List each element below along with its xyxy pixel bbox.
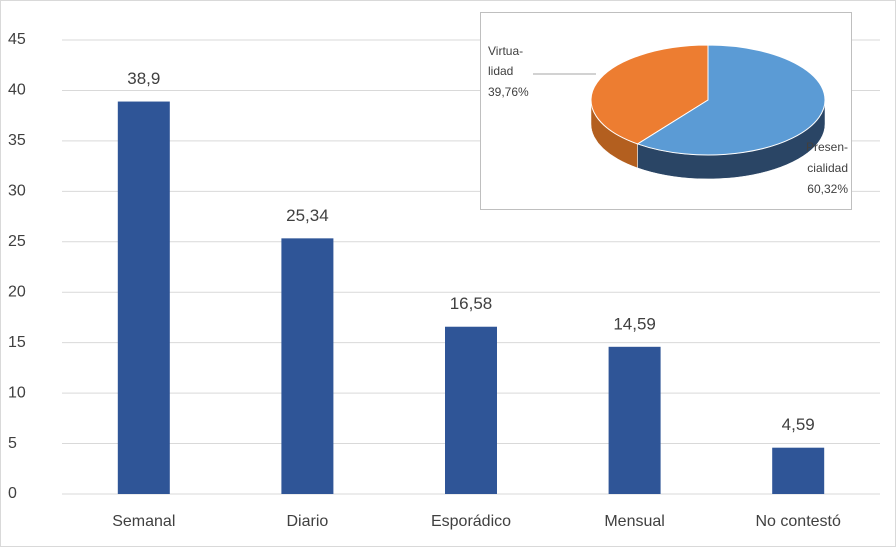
pie-value-label: 60,32% (807, 182, 848, 196)
pie-label: Presen- (806, 140, 848, 154)
x-tick-label: Mensual (604, 513, 664, 530)
x-tick-label: No contestó (756, 513, 841, 530)
y-tick-label: 0 (8, 485, 17, 502)
value-label: 4,59 (782, 415, 815, 434)
bar (281, 238, 334, 494)
y-tick-label: 45 (8, 31, 26, 48)
pie-value-label: 39,76% (488, 85, 529, 99)
pie-label: Virtua- (488, 44, 523, 58)
x-tick-label: Esporádico (431, 513, 511, 530)
bar (772, 447, 825, 494)
pie-label: cialidad (807, 161, 848, 175)
bar (608, 346, 661, 494)
y-tick-label: 30 (8, 183, 26, 200)
y-tick-label: 40 (8, 82, 26, 99)
value-label: 14,59 (613, 314, 656, 333)
y-tick-label: 5 (8, 435, 17, 452)
value-label: 38,9 (127, 69, 160, 88)
x-tick-label: Semanal (112, 513, 175, 530)
bar (445, 326, 497, 494)
x-tick-label: Diario (287, 513, 329, 530)
value-label: 25,34 (286, 206, 329, 225)
y-tick-label: 20 (8, 283, 26, 300)
y-tick-label: 10 (8, 384, 26, 401)
pie-slice (636, 44, 826, 156)
value-label: 16,58 (450, 294, 493, 313)
pie-label: lidad (488, 64, 513, 78)
bar (117, 101, 170, 494)
pie-slice (590, 44, 709, 145)
y-tick-label: 25 (8, 233, 26, 250)
y-tick-label: 15 (8, 334, 26, 351)
y-tick-label: 35 (8, 132, 26, 149)
